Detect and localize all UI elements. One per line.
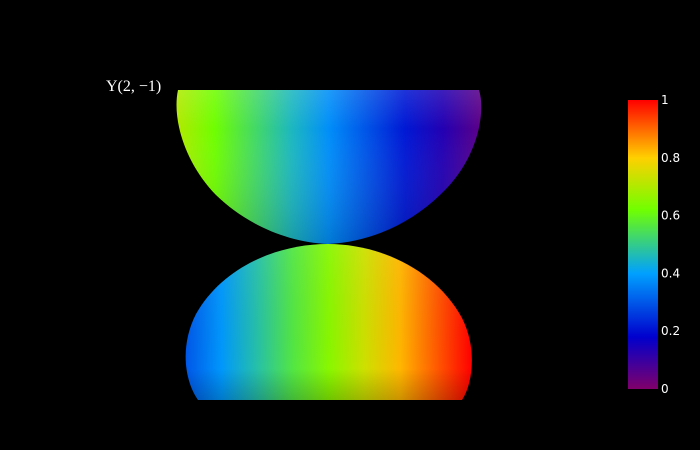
colorbar-tick-label: 0.6 [661, 209, 680, 223]
colorbar-ticks: 0 0.2 0.4 0.6 0.8 1 [661, 93, 680, 396]
upper-lobe-shade [176, 90, 482, 244]
colorbar-tick-label: 0.8 [661, 151, 680, 165]
surface-scene[interactable] [176, 90, 482, 400]
colorbar: 0 0.2 0.4 0.6 0.8 1 [628, 93, 680, 396]
lower-lobe-shade [185, 244, 472, 400]
colorbar-tick-label: 0.2 [661, 324, 680, 338]
colorbar-tick-label: 1 [661, 93, 669, 107]
colorbar-tick-label: 0 [661, 382, 669, 396]
colorbar-gradient [628, 100, 658, 389]
colorbar-tick-label: 0.4 [661, 266, 680, 280]
chart-title: Y(2, −1) [106, 78, 161, 95]
